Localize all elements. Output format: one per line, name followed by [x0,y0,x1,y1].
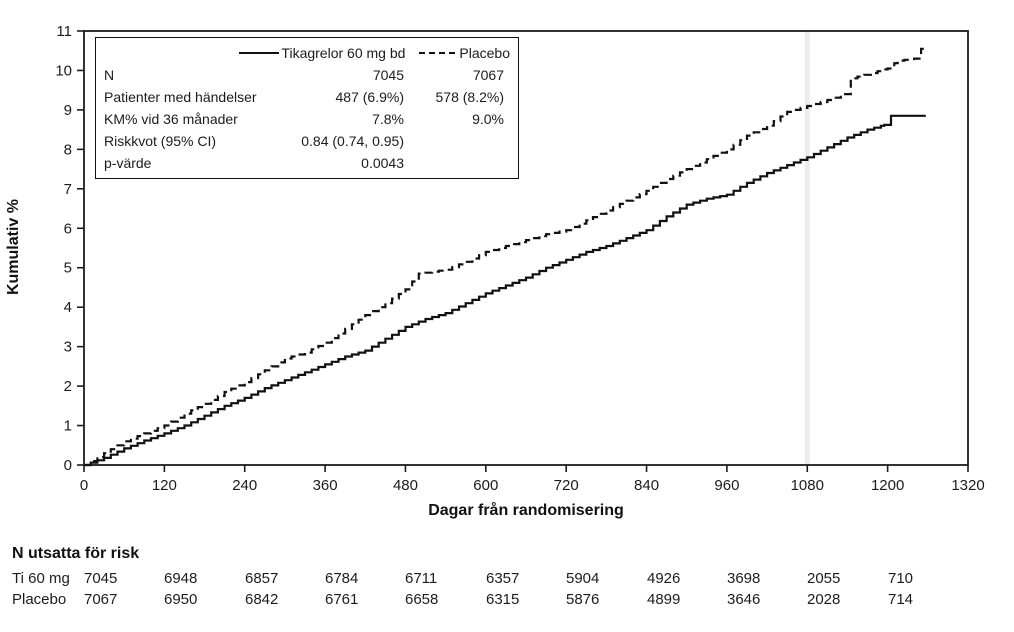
x-tick-label: 1080 [791,477,824,494]
x-tick-label: 720 [554,477,579,494]
risk-count: 6315 [486,591,520,608]
legend-header: Tikagrelor 60 mg bd Placebo [104,41,510,64]
y-tick-label: 11 [56,23,72,40]
y-tick-label: 9 [64,102,72,119]
risk-count: 5876 [566,591,600,608]
solid-line-swatch [239,51,280,54]
x-tick-label: 0 [80,477,88,494]
risk-count: 2055 [807,570,841,587]
y-tick-label: 3 [64,339,72,356]
risk-count: 6761 [325,591,359,608]
risk-count: 6857 [245,570,279,587]
risk-count: 6357 [486,570,520,587]
risk-count: 5904 [566,570,600,587]
dashed-line-swatch [419,51,456,54]
x-tick-label: 120 [152,477,177,494]
x-tick-label: 360 [313,477,338,494]
y-tick-label: 5 [64,260,72,277]
y-tick-label: 4 [64,299,72,316]
risk-count: 4899 [647,591,681,608]
risk-count: 3698 [727,570,761,587]
legend-stats-box: Tikagrelor 60 mg bd Placebo N 7045 7067 … [95,37,519,179]
risk-count: 2028 [807,591,841,608]
risk-table-title: N utsatta för risk [12,545,140,562]
risk-count: 4926 [647,570,681,587]
risk-count: 6948 [164,570,198,587]
series-line-solid [84,114,926,467]
x-tick-label: 240 [232,477,257,494]
y-tick-label: 8 [64,141,72,158]
legend-row-events: Patienter med händelser 487 (6.9%) 578 (… [104,89,504,105]
x-tick-label: 840 [634,477,659,494]
risk-count: 7067 [84,591,118,608]
x-tick-label: 600 [473,477,498,494]
legend-row-pvalue: p-värde 0.0043 [104,155,404,171]
risk-count: 710 [888,570,914,587]
risk-row-label-placebo: Placebo [12,591,67,608]
y-tick-label: 2 [64,378,72,395]
x-tick-label: 1320 [951,477,984,494]
y-tick-label: 7 [64,181,72,198]
risk-count: 3646 [727,591,761,608]
risk-count: 6842 [245,591,279,608]
x-tick-label: 480 [393,477,418,494]
legend-series1-name: Tikagrelor 60 mg bd [281,44,406,61]
x-tick-label: 960 [714,477,739,494]
risk-count: 6784 [325,570,359,587]
legend-row-n: N 7045 7067 [104,67,504,83]
risk-count: 714 [888,591,914,608]
risk-row-label-ti60: Ti 60 mg [12,570,70,587]
y-tick-label: 0 [64,457,72,474]
y-tick-label: 6 [64,220,72,237]
x-axis-title: Dagar från randomisering [428,502,624,519]
risk-count: 6658 [405,591,439,608]
series-line-dashed [84,46,927,467]
y-tick-label: 10 [55,62,72,79]
risk-count: 6711 [405,570,438,587]
legend-row-km36: KM% vid 36 månader 7.8% 9.0% [104,111,504,127]
legend-row-hazard-ratio: Riskkvot (95% CI) 0.84 (0.74, 0.95) [104,133,404,149]
risk-count: 6950 [164,591,198,608]
legend-series2-name: Placebo [459,44,510,61]
plot-area: 0 120 240 360 480 600 720 840 960 1080 1200 1320 0 1 2… [55,23,984,494]
y-tick-label: 1 [64,418,72,435]
plot-frame [83,30,969,466]
x-tick-label: 1200 [871,477,904,494]
risk-count: 7045 [84,570,118,587]
